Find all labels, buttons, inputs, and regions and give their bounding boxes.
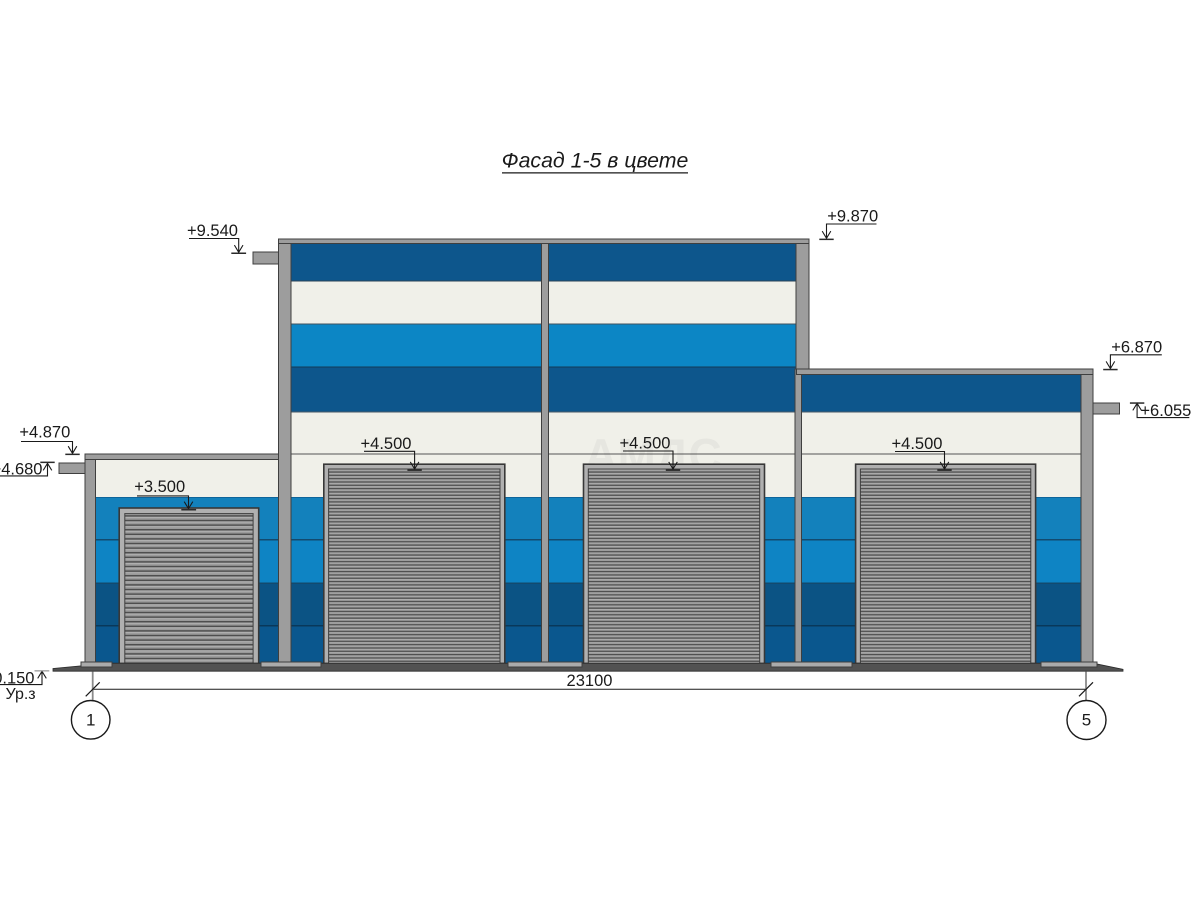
svg-text:+9.540: +9.540 bbox=[187, 222, 238, 240]
svg-text:+4.870: +4.870 bbox=[19, 424, 70, 442]
svg-text:+4.680: +4.680 bbox=[0, 461, 43, 479]
svg-text:+4.500: +4.500 bbox=[892, 435, 943, 453]
svg-text:Ур.з: Ур.з bbox=[6, 686, 36, 703]
svg-text:+6.055: +6.055 bbox=[1140, 402, 1191, 420]
svg-text:5: 5 bbox=[1082, 711, 1091, 730]
svg-text:+4.500: +4.500 bbox=[361, 435, 412, 453]
svg-text:23100: 23100 bbox=[567, 672, 613, 690]
svg-text:-0.150: -0.150 bbox=[0, 670, 35, 688]
svg-text:1: 1 bbox=[86, 711, 95, 730]
svg-text:Фасад 1-5 в цвете: Фасад 1-5 в цвете bbox=[502, 149, 689, 173]
svg-text:+3.500: +3.500 bbox=[134, 478, 185, 496]
svg-text:+6.870: +6.870 bbox=[1111, 338, 1162, 356]
svg-text:+4.500: +4.500 bbox=[620, 435, 671, 453]
svg-text:+9.870: +9.870 bbox=[827, 208, 878, 226]
